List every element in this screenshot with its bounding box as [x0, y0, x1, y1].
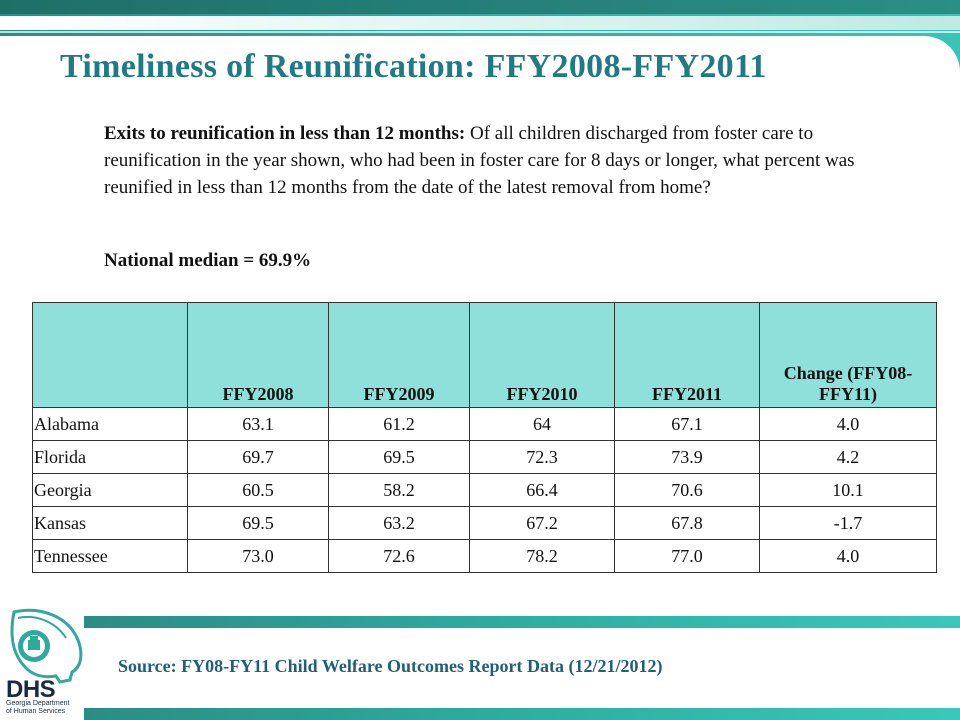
value-cell: 69.5: [328, 440, 470, 474]
value-cell: 72.6: [328, 539, 470, 573]
header-cell: FFY2008: [187, 302, 329, 408]
logo-wordmark: DHS: [6, 676, 56, 703]
value-cell: 58.2: [328, 473, 470, 507]
value-cell: 69.7: [187, 440, 329, 474]
state-cell: Florida: [32, 440, 188, 474]
value-cell: 78.2: [469, 539, 615, 573]
header-cell: FFY2009: [328, 302, 470, 408]
value-cell: 73.0: [187, 539, 329, 573]
header-cell: Change (FFY08-FFY11): [759, 302, 937, 408]
reunification-table: FFY2008 FFY2009 FFY2010 FFY2011 Change (…: [32, 302, 937, 573]
source-note: Source: FY08-FY11 Child Welfare Outcomes…: [118, 656, 663, 676]
measure-description: Exits to reunification in less than 12 m…: [104, 120, 864, 201]
change-cell: -1.7: [759, 506, 937, 540]
change-cell: 10.1: [759, 473, 937, 507]
value-cell: 60.5: [187, 473, 329, 507]
value-cell: 77.0: [614, 539, 760, 573]
table-row: Kansas 69.5 63.2 67.2 67.8 -1.7: [32, 506, 937, 540]
header-cell: FFY2011: [614, 302, 760, 408]
value-cell: 63.2: [328, 506, 470, 540]
change-cell: 4.0: [759, 539, 937, 573]
state-cell: Alabama: [32, 407, 188, 441]
change-cell: 4.2: [759, 440, 937, 474]
measure-name: Exits to reunification in less than 12 m…: [104, 123, 466, 144]
logo-subtitle: Georgia Department of Human Services: [6, 700, 70, 715]
table-header-row: FFY2008 FFY2009 FFY2010 FFY2011 Change (…: [32, 302, 937, 408]
header-cell: FFY2010: [469, 302, 615, 408]
national-median: National median = 69.9%: [104, 250, 312, 271]
header-cell: [32, 302, 188, 408]
value-cell: 67.1: [614, 407, 760, 441]
value-cell: 72.3: [469, 440, 615, 474]
header-stripe: [0, 16, 960, 30]
state-cell: Georgia: [32, 473, 188, 507]
header-stripe: [0, 31, 960, 33]
value-cell: 70.6: [614, 473, 760, 507]
dhs-logo-icon: [10, 608, 83, 684]
value-cell: 64: [469, 407, 615, 441]
table-row: Alabama 63.1 61.2 64 67.1 4.0: [32, 407, 937, 441]
value-cell: 61.2: [328, 407, 470, 441]
state-cell: Tennessee: [32, 539, 188, 573]
header-stripe: [0, 0, 960, 14]
value-cell: 63.1: [187, 407, 329, 441]
table-row: Georgia 60.5 58.2 66.4 70.6 10.1: [32, 473, 937, 507]
table-row: Florida 69.7 69.5 72.3 73.9 4.2: [32, 440, 937, 474]
table-row: Tennessee 73.0 72.6 78.2 77.0 4.0: [32, 539, 937, 573]
footer-panel: [84, 628, 960, 708]
change-cell: 4.0: [759, 407, 937, 441]
value-cell: 73.9: [614, 440, 760, 474]
value-cell: 67.2: [469, 506, 615, 540]
title-panel: [0, 36, 960, 104]
slide-title: Timeliness of Reunification: FFY2008-FFY…: [60, 48, 767, 85]
state-cell: Kansas: [32, 506, 188, 540]
value-cell: 67.8: [614, 506, 760, 540]
measure-definition: Of all children discharged from foster c…: [104, 123, 855, 198]
value-cell: 69.5: [187, 506, 329, 540]
value-cell: 66.4: [469, 473, 615, 507]
